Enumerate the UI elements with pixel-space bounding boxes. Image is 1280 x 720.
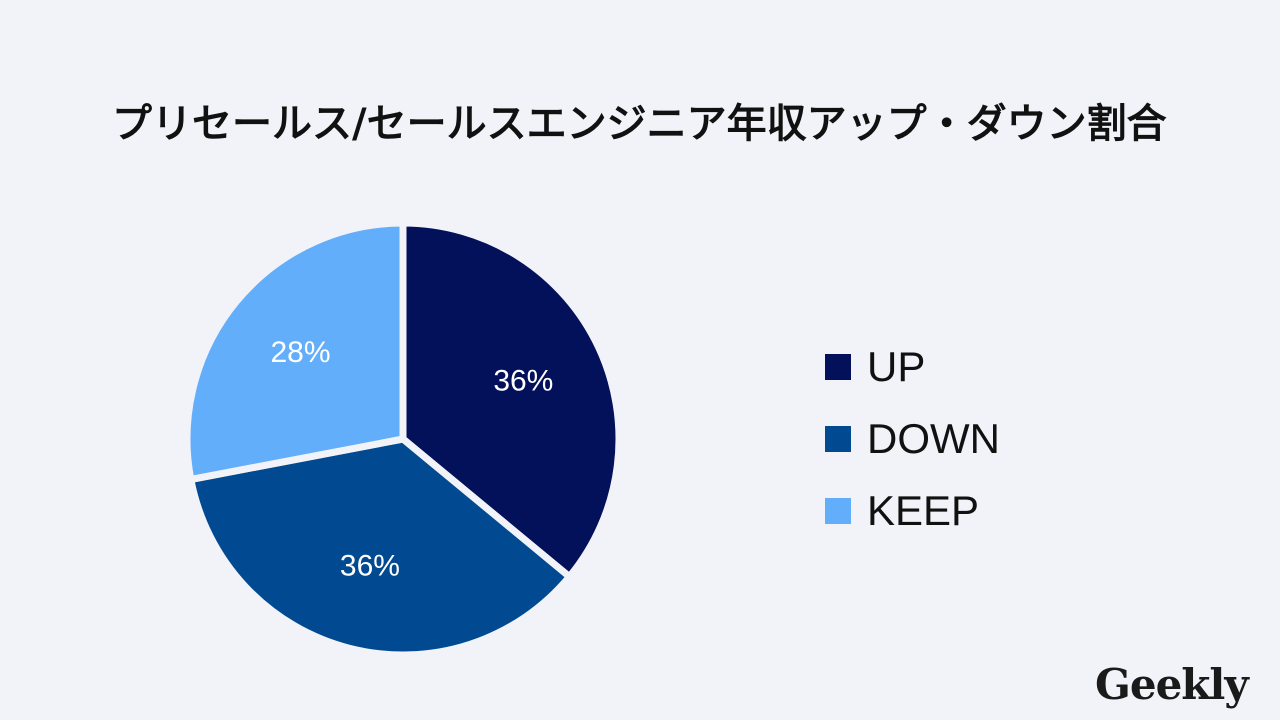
slice-label-keep: 28% [270,336,330,369]
legend-label-down: DOWN [867,415,1000,462]
geekly-logo: Geekly [1095,660,1249,709]
legend-swatch-up [825,354,851,380]
pie-slice-keep [183,219,407,484]
chart-title: プリセールス/セールスエンジニア年収アップ・ダウン割合 [112,101,1167,147]
legend-swatch-keep [825,498,851,524]
chart-legend: UP DOWN KEEP [825,331,1000,547]
legend-item-keep: KEEP [825,475,1000,547]
legend-item-up: UP [825,331,1000,403]
legend-swatch-down [825,426,851,452]
legend-item-down: DOWN [825,403,1000,475]
pie-slice-up [399,219,623,582]
legend-label-up: UP [867,343,926,390]
slice-label-down: 36% [340,550,400,583]
legend-label-keep: KEEP [867,487,980,534]
slice-label-up: 36% [493,364,553,397]
pie-slice-down [186,435,575,659]
